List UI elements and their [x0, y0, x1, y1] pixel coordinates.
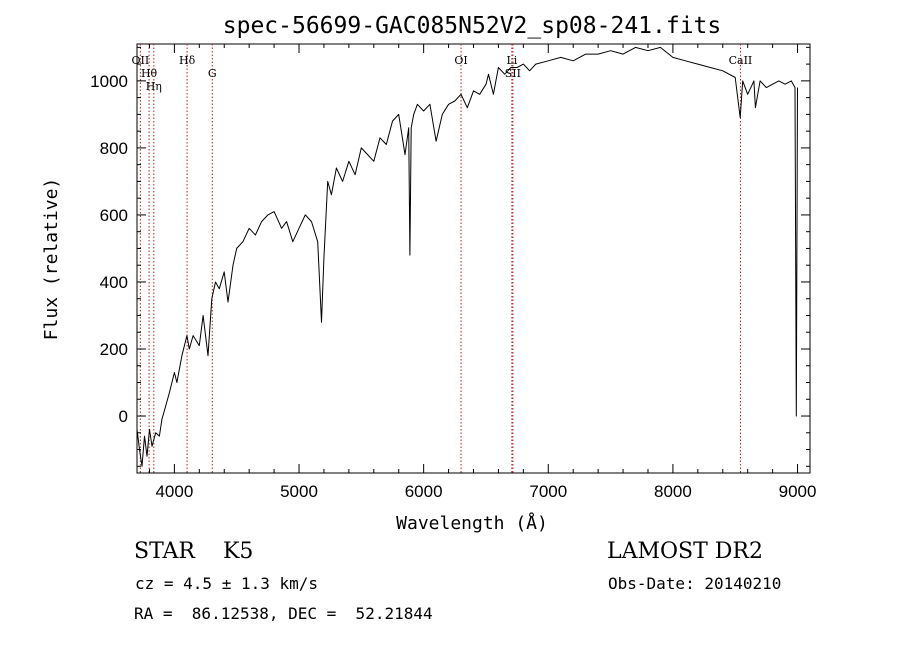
- survey-name: LAMOST DR2: [607, 539, 763, 564]
- line-marker-label: Li: [506, 54, 517, 67]
- line-marker-label: Hδ: [179, 54, 196, 67]
- series-layer: [136, 46, 798, 467]
- chart-title: spec-56699-GAC085N52V2_sp08-241.fits: [223, 13, 722, 39]
- observation-date: Obs-Date: 20140210: [608, 574, 782, 593]
- line-marker-label: OII: [132, 54, 150, 67]
- line-marker-label: G: [208, 67, 217, 80]
- x-tick-label: 6000: [405, 482, 443, 501]
- y-tick-label: 200: [100, 340, 128, 359]
- x-tick-label: 8000: [654, 482, 692, 501]
- object-class: STAR K5: [134, 539, 254, 564]
- x-tick-label: 7000: [529, 482, 567, 501]
- line-marker-label: Hθ: [141, 67, 158, 80]
- spectrum-series-0: [136, 46, 798, 467]
- y-tick-label: 400: [100, 273, 128, 292]
- x-tick-label: 9000: [779, 482, 817, 501]
- x-tick-label: 5000: [280, 482, 318, 501]
- y-tick-label: 0: [119, 407, 128, 426]
- line-marker-label: Hη: [146, 80, 162, 93]
- line-marker-label: SII: [505, 67, 521, 80]
- line-marker-label: CaII: [729, 54, 753, 67]
- plot-frame: [136, 43, 811, 474]
- x-axis-label: Wavelength (Å): [396, 512, 548, 534]
- y-tick-label: 600: [100, 206, 128, 225]
- line-marker-label: OI: [454, 54, 467, 67]
- y-axis-label: Flux (relative): [41, 178, 62, 341]
- x-tick-label: 4000: [155, 482, 193, 501]
- x-axis: 4000 5000 6000 7000 8000 9000: [148, 44, 817, 501]
- y-axis: 0 200 400 600 800 1000: [90, 46, 810, 467]
- y-tick-label: 1000: [90, 72, 128, 91]
- spectrum-chart: spec-56699-GAC085N52V2_sp08-241.fits OII…: [41, 13, 817, 534]
- redshift-cz: cz = 4.5 ± 1.3 km/s: [135, 574, 319, 593]
- coordinates: RA = 86.12538, DEC = 52.21844: [134, 604, 433, 623]
- y-tick-label: 800: [100, 139, 128, 158]
